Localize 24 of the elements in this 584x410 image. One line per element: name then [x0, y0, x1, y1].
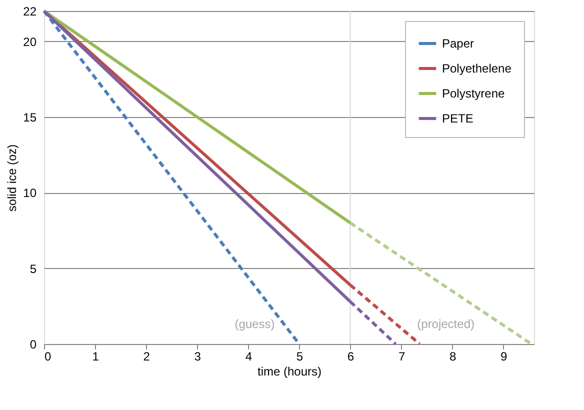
y-tick-label: 0	[30, 338, 37, 352]
x-tick-label: 9	[500, 350, 508, 364]
legend-label: Polyethelene	[442, 62, 512, 76]
y-axis-title: solid ice (oz)	[5, 144, 20, 212]
x-tick-label: 3	[194, 350, 202, 364]
y-tick-label: 10	[23, 186, 37, 200]
x-tick-label: 4	[245, 350, 252, 364]
y-tick-label: 5	[30, 262, 37, 276]
annotation: (projected)	[417, 317, 474, 332]
annotation: (guess)	[234, 317, 275, 332]
y-tick-label: 20	[23, 34, 37, 49]
legend-label: PETE	[442, 112, 474, 126]
x-tick-label: 2	[143, 350, 150, 364]
x-axis-title: time (hours)	[257, 364, 322, 378]
x-tick-label: 7	[398, 350, 406, 364]
x-tick-label: 0	[44, 350, 52, 364]
x-tick-label: 6	[347, 350, 354, 364]
legend-label: Paper	[442, 36, 474, 50]
legend-label: Polystyrene	[442, 86, 506, 100]
x-tick-label: 8	[449, 350, 456, 364]
x-tick-label: 1	[92, 350, 100, 364]
x-tick-label: 5	[296, 350, 304, 364]
y-tick-label: 15	[23, 110, 37, 124]
y-tick-label: 22	[23, 4, 37, 18]
